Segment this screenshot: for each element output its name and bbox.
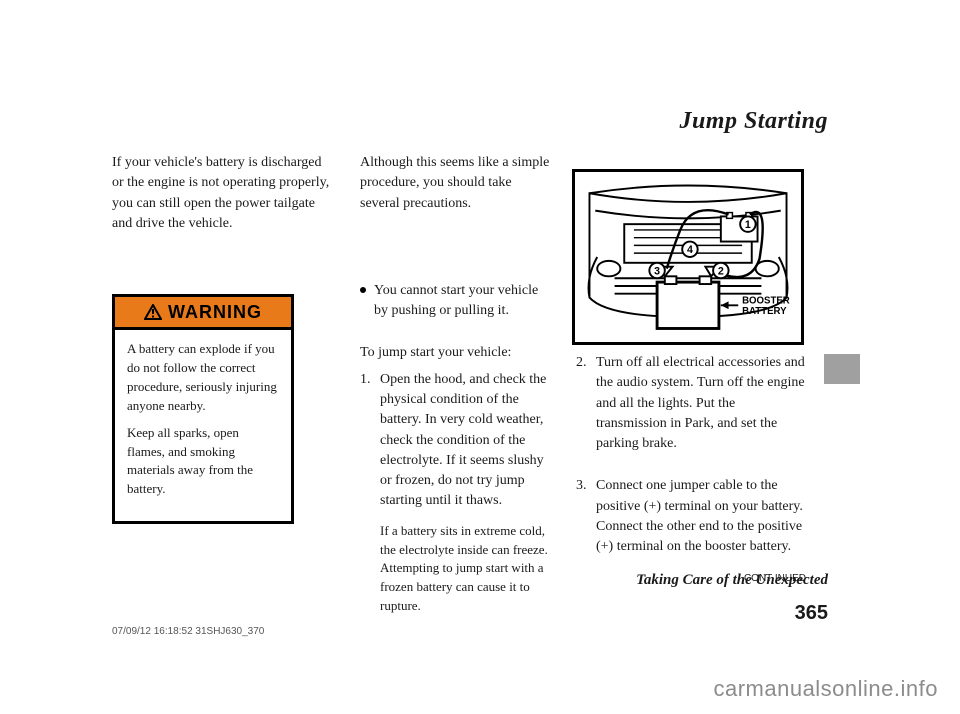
watermark: carmanualsonline.info [713,676,938,702]
warning-triangle-icon [144,304,162,320]
bullet-dot-icon [360,287,366,293]
booster-label-2: BATTERY [742,306,787,317]
svg-text:2: 2 [718,265,724,277]
bullet-item: You cannot start your vehicle by pushing… [360,281,550,322]
booster-label-1: BOOSTER [742,295,790,306]
section-label: Taking Care of the Unexpected [636,572,828,589]
warning-header: WARNING [115,297,291,330]
engine-diagram: 1 2 3 4 BOOSTER BATTERY [572,169,804,345]
svg-text:4: 4 [687,244,693,256]
svg-text:1: 1 [745,219,751,231]
column-1: If your vehicle's battery is discharged … [112,153,330,524]
step3-text: Connect one jumper cable to the positive… [596,476,806,557]
intro-text: If your vehicle's battery is discharged … [112,153,330,234]
page-title: Jump Starting [679,108,828,135]
warning-body: A battery can explode if you do not foll… [115,330,291,521]
step1-note: If a battery sits in extreme cold, the e… [380,522,550,616]
print-mark: 07/09/12 16:18:52 31SHJ630_370 [112,626,264,637]
col2-intro: Although this seems like a simple proced… [360,153,550,214]
warning-p2: Keep all sparks, open flames, and smokin… [127,424,279,499]
warning-label: WARNING [168,299,262,325]
warning-p1: A battery can explode if you do not foll… [127,340,279,415]
column-2: Although this seems like a simple proced… [360,153,550,616]
step3-number: 3. [576,476,590,557]
step1-text: Open the hood, and check the physical co… [380,370,550,512]
to-jump-start: To jump start your vehicle: [360,343,550,363]
page-number: 365 [795,602,828,625]
page-tab [824,354,860,384]
step2-text: Turn off all electrical accessories and … [596,353,806,454]
column-3: 2. Turn off all electrical accessories a… [576,353,806,586]
step2-number: 2. [576,353,590,454]
svg-text:3: 3 [654,265,660,277]
step1-number: 1. [360,370,374,512]
bullet-text: You cannot start your vehicle by pushing… [374,281,550,322]
warning-box: WARNING A battery can explode if you do … [112,294,294,524]
